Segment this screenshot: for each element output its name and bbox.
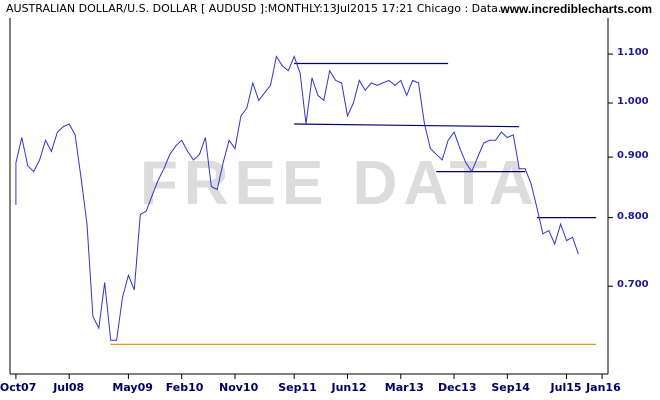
- chart-title: AUSTRALIAN DOLLAR/U.S. DOLLAR [ AUDUSD ]…: [6, 2, 505, 15]
- y-tick-label: 1.100: [617, 47, 649, 59]
- x-tick-label: Sep11: [278, 381, 317, 394]
- y-tick-label: 0.700: [617, 279, 649, 291]
- y-tick-label: 0.800: [617, 210, 649, 222]
- y-tick-label: 0.900: [617, 150, 649, 162]
- x-tick-label: Jul08: [53, 381, 85, 394]
- x-tick-label: Sep14: [491, 381, 530, 394]
- trend-line-2: [294, 123, 520, 128]
- x-tick-label: Nov10: [218, 381, 259, 394]
- price-line-series-1: [15, 55, 579, 341]
- x-tick-label: Jun12: [331, 381, 367, 394]
- site-url[interactable]: www.incrediblecharts.com: [500, 2, 652, 16]
- x-tick-label: May09: [112, 381, 153, 394]
- watermark: FREE DATA: [140, 149, 540, 218]
- y-tick-label: 1.000: [617, 96, 649, 107]
- x-tick-label: Mar13: [384, 381, 424, 394]
- x-tick-label: Feb10: [165, 381, 204, 394]
- x-tick-label: Oct07: [0, 381, 37, 394]
- x-tick-label: Jul15: [550, 381, 582, 394]
- x-tick-label: Dec13: [438, 381, 477, 394]
- x-tick-label: Jan16: [586, 381, 621, 394]
